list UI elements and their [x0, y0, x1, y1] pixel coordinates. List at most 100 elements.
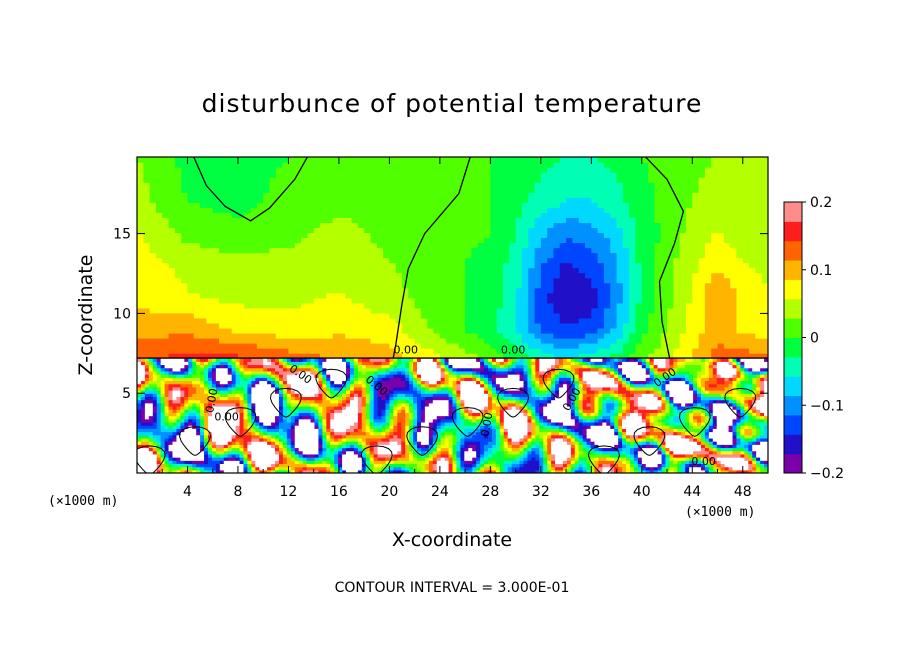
heatmap-cell: [155, 207, 163, 213]
heatmap-cell: [219, 212, 226, 218]
heatmap-cell: [168, 287, 176, 294]
heatmap-cell: [357, 312, 365, 319]
heatmap-cell: [749, 172, 756, 178]
heatmap-cell: [219, 237, 226, 244]
heatmap-cell: [509, 172, 517, 178]
heatmap-cell: [301, 327, 308, 334]
heatmap-cell: [174, 172, 182, 178]
heatmap-cell: [742, 192, 750, 198]
heatmap-cell: [269, 282, 277, 289]
heatmap-cell: [693, 457, 698, 461]
heatmap-cell: [143, 327, 151, 334]
heatmap-cell: [288, 257, 296, 264]
heatmap-cell: [471, 217, 479, 223]
heatmap-cell: [313, 287, 321, 294]
heatmap-cell: [736, 463, 741, 468]
heatmap-cell: [288, 162, 296, 168]
heatmap-cell: [755, 302, 763, 309]
heatmap-cell: [749, 277, 756, 284]
heatmap-cell: [578, 247, 586, 254]
heatmap-cell: [503, 457, 509, 461]
heatmap-cell: [376, 307, 384, 314]
heatmap-cell: [288, 212, 296, 218]
heatmap-cell: [452, 353, 460, 359]
heatmap-cell: [515, 457, 521, 461]
heatmap-cell: [635, 217, 643, 223]
heatmap-cell: [717, 237, 725, 244]
heatmap-cell: [572, 252, 580, 259]
heatmap-cell: [673, 227, 681, 234]
heatmap-cell: [502, 167, 510, 173]
heatmap-cell: [543, 453, 548, 458]
heatmap-cell: [490, 277, 498, 284]
heatmap-cell: [641, 312, 649, 319]
heatmap-cell: [540, 327, 548, 334]
heatmap-cell: [610, 252, 618, 259]
heatmap-cell: [698, 222, 706, 228]
heatmap-cell: [528, 287, 536, 294]
heatmap-cell: [168, 450, 174, 455]
heatmap-cell: [764, 453, 768, 458]
heatmap-cell: [528, 217, 536, 223]
heatmap-cell: [635, 302, 643, 309]
heatmap-cell: [181, 337, 189, 344]
heatmap-cell: [693, 460, 698, 465]
heatmap-cell: [162, 232, 170, 239]
heatmap-cell: [176, 469, 181, 473]
heatmap-cell: [389, 267, 397, 274]
heatmap-cell: [610, 343, 618, 349]
heatmap-cell: [381, 469, 387, 473]
heatmap-cell: [487, 453, 493, 458]
heatmap-cell: [275, 297, 283, 304]
heatmap-cell: [673, 353, 681, 359]
heatmap-cell: [181, 297, 189, 304]
heatmap-cell: [319, 282, 327, 289]
heatmap-cell: [669, 469, 674, 473]
heatmap-cell: [496, 348, 504, 354]
heatmap-cell: [477, 337, 485, 344]
heatmap-cell: [622, 227, 630, 234]
heatmap-cell: [553, 237, 561, 244]
heatmap-cell: [307, 277, 315, 284]
heatmap-cell: [381, 460, 387, 465]
heatmap-cell: [578, 287, 586, 294]
heatmap-cell: [370, 302, 378, 309]
heatmap-cell: [137, 157, 144, 163]
heatmap-cell: [728, 466, 734, 471]
heatmap-cell: [408, 287, 416, 294]
heatmap-cell: [188, 469, 193, 473]
heatmap-cell: [698, 327, 706, 334]
heatmap-cell: [704, 453, 710, 458]
heatmap-cell: [414, 302, 422, 309]
heatmap-cell: [503, 453, 509, 458]
heatmap-cell: [433, 353, 441, 359]
heatmap-cell: [490, 187, 498, 193]
heatmap-cell: [402, 348, 409, 354]
heatmap-cell: [484, 217, 491, 223]
heatmap-cell: [452, 272, 460, 279]
heatmap-cell: [332, 237, 340, 244]
heatmap-cell: [679, 177, 687, 183]
heatmap-cell: [332, 302, 340, 309]
heatmap-cell: [534, 292, 542, 299]
heatmap-cell: [231, 197, 239, 203]
heatmap-cell: [155, 172, 163, 178]
heatmap-cell: [427, 177, 435, 183]
heatmap-cell: [235, 460, 241, 465]
heatmap-cell: [528, 202, 536, 208]
heatmap-cell: [704, 197, 712, 203]
heatmap-cell: [578, 232, 586, 239]
heatmap-cell: [528, 157, 536, 163]
heatmap-cell: [181, 327, 189, 334]
heatmap-cell: [730, 202, 738, 208]
heatmap-cell: [476, 463, 481, 468]
heatmap-cell: [239, 457, 245, 461]
heatmap-cell: [509, 242, 517, 249]
heatmap-cell: [269, 262, 277, 269]
heatmap-cell: [477, 237, 485, 244]
heatmap-cell: [376, 267, 384, 274]
heatmap-cell: [322, 463, 327, 468]
heatmap-cell: [490, 162, 498, 168]
heatmap-cell: [244, 212, 252, 218]
heatmap-cell: [162, 317, 170, 324]
